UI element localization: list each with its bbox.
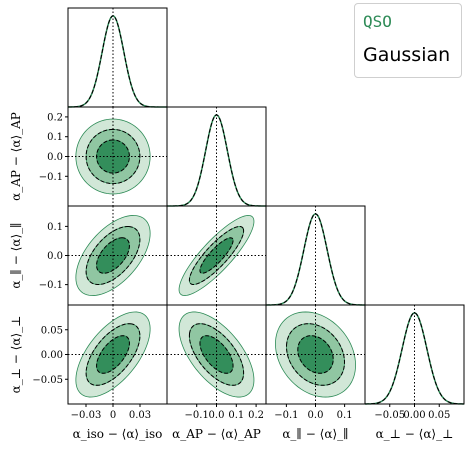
xtick-label-perp-1: 0.00	[403, 410, 425, 421]
ylabel-AP: α_AP − ⟨α⟩_AP	[9, 112, 23, 201]
contour-gaussian-1-iso-par	[85, 226, 141, 285]
legend: QSO Gaussian	[354, 3, 462, 78]
xtick-label-AP-1: 0.0	[209, 410, 225, 421]
xtick-label-iso-0: −0.03	[71, 410, 102, 421]
xlabel-par: α_∥ − ⟨α⟩_∥	[282, 427, 348, 441]
xtick-label-par-1: 0.0	[308, 410, 324, 421]
marginal-qso-iso	[68, 15, 167, 108]
contour-gaussian-1-AP-par	[188, 226, 245, 285]
ytick-label-AP-1: 0.0	[47, 152, 63, 163]
contour-gaussian-2-iso-perp	[96, 335, 130, 374]
contour-gaussian-2-AP-perp	[199, 335, 234, 374]
xtick-label-AP-2: 0.1	[228, 410, 244, 421]
ytick-label-AP-0: −0.1	[39, 172, 63, 183]
xtick-label-AP-3: 0.2	[248, 410, 264, 421]
contour-gaussian-1-par-perp	[285, 323, 346, 386]
ytick-label-par-2: 0.1	[47, 222, 63, 233]
marginal-gaussian-iso	[68, 15, 167, 108]
legend-gaussian-label: Gaussian	[363, 44, 451, 66]
contour-gaussian-2-AP-par	[199, 237, 234, 274]
ytick-label-perp-2: 0.05	[41, 325, 63, 336]
ylabel-perp: α_⊥ − ⟨α⟩_⊥	[9, 316, 23, 394]
xtick-label-perp-0: −0.05	[374, 410, 405, 421]
ytick-label-par-1: 0.0	[47, 251, 63, 262]
contour-gaussian-1-iso-AP	[85, 128, 141, 185]
xtick-label-par-0: −0.1	[274, 410, 298, 421]
legend-qso-label: QSO	[363, 12, 392, 31]
contour-gaussian-2-par-perp	[297, 335, 334, 374]
ytick-label-perp-1: 0.00	[41, 350, 63, 361]
ytick-label-par-0: −0.1	[39, 280, 63, 291]
xtick-label-AP-0: −0.1	[185, 410, 209, 421]
xlabel-AP: α_AP − ⟨α⟩_AP	[172, 427, 261, 441]
contour-gaussian-2-iso-par	[96, 237, 130, 274]
xtick-label-perp-2: 0.05	[428, 410, 450, 421]
xlabel-perp: α_⊥ − ⟨α⟩_⊥	[376, 427, 454, 441]
xtick-label-par-2: 0.1	[337, 410, 353, 421]
xtick-label-iso-2: 0.03	[129, 410, 151, 421]
xtick-label-iso-1: 0	[110, 410, 116, 421]
contour-gaussian-1-AP-perp	[188, 323, 245, 386]
ylabel-par: α_∥ − ⟨α⟩_∥	[9, 222, 23, 288]
contour-gaussian-2-iso-AP	[96, 139, 130, 174]
ytick-label-perp-0: −0.05	[32, 375, 63, 386]
ytick-label-AP-2: 0.1	[47, 132, 63, 143]
ytick-label-AP-3: 0.2	[47, 112, 63, 123]
xlabel-iso: α_iso − ⟨α⟩_iso	[73, 427, 163, 441]
